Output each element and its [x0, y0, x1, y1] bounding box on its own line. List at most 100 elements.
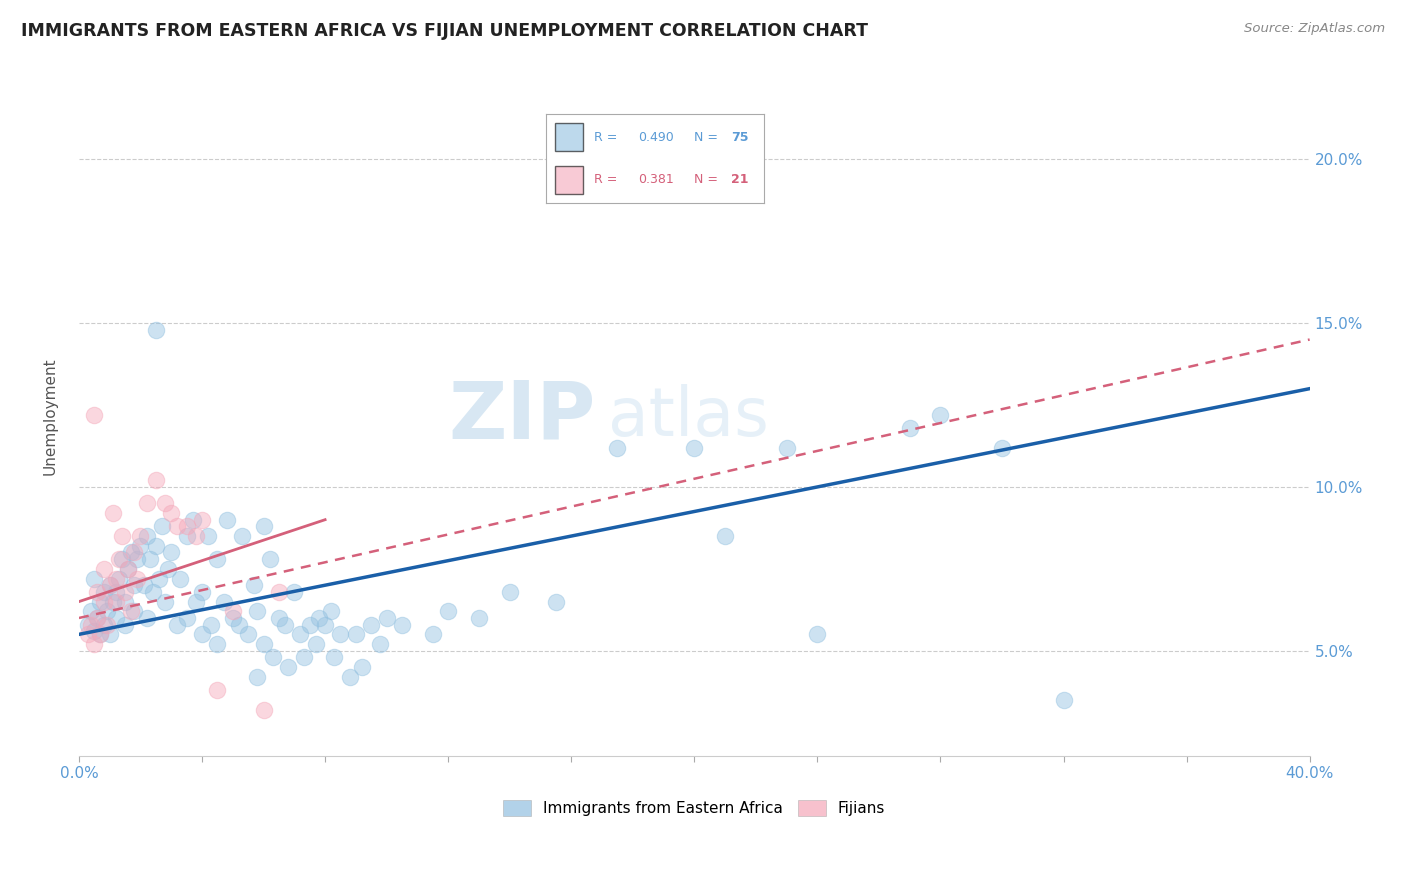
Point — [176, 519, 198, 533]
Point — [222, 611, 245, 625]
Point — [160, 545, 183, 559]
Text: 75: 75 — [731, 130, 749, 144]
Point — [252, 519, 274, 533]
Point — [238, 627, 260, 641]
Point — [111, 529, 134, 543]
Point — [252, 637, 274, 651]
Point — [197, 529, 219, 543]
Point — [267, 584, 290, 599]
Point — [114, 594, 136, 608]
Point — [191, 513, 214, 527]
Point — [212, 594, 235, 608]
Point — [114, 617, 136, 632]
Point — [93, 562, 115, 576]
Point — [370, 637, 392, 651]
Point — [138, 552, 160, 566]
Point — [86, 584, 108, 599]
Point — [114, 584, 136, 599]
Point — [83, 637, 105, 651]
Point — [184, 594, 207, 608]
Point — [98, 627, 121, 641]
Point — [544, 594, 567, 608]
Text: R =: R = — [595, 173, 617, 186]
Legend: Immigrants from Eastern Africa, Fijians: Immigrants from Eastern Africa, Fijians — [498, 794, 891, 822]
Point — [222, 604, 245, 618]
Point — [683, 441, 706, 455]
Point — [96, 617, 118, 632]
Point — [262, 650, 284, 665]
Point — [145, 539, 167, 553]
FancyBboxPatch shape — [555, 166, 583, 194]
Point — [83, 572, 105, 586]
Point — [150, 519, 173, 533]
Point — [360, 617, 382, 632]
Point — [422, 627, 444, 641]
Point — [215, 513, 238, 527]
Point — [145, 323, 167, 337]
Point — [468, 611, 491, 625]
Point — [267, 611, 290, 625]
Point — [166, 617, 188, 632]
Y-axis label: Unemployment: Unemployment — [44, 358, 58, 475]
Point — [86, 611, 108, 625]
Point — [166, 519, 188, 533]
Point — [77, 617, 100, 632]
Point — [499, 584, 522, 599]
Point — [350, 660, 373, 674]
Point — [191, 584, 214, 599]
Point — [714, 529, 737, 543]
Point — [104, 594, 127, 608]
Point — [96, 604, 118, 618]
Point — [157, 562, 180, 576]
Point — [305, 637, 328, 651]
Point — [184, 529, 207, 543]
Text: N =: N = — [695, 130, 718, 144]
Point — [169, 572, 191, 586]
Point — [108, 552, 131, 566]
Point — [111, 552, 134, 566]
Point — [89, 594, 111, 608]
Point — [153, 496, 176, 510]
Point — [191, 627, 214, 641]
Point — [80, 604, 103, 618]
Point — [391, 617, 413, 632]
Point — [290, 627, 312, 641]
Point — [108, 572, 131, 586]
Point — [135, 611, 157, 625]
Point — [298, 617, 321, 632]
Point — [606, 441, 628, 455]
Point — [101, 594, 124, 608]
Point — [775, 441, 797, 455]
Point — [83, 408, 105, 422]
Point — [344, 627, 367, 641]
Point — [321, 604, 343, 618]
Point — [929, 408, 952, 422]
Point — [93, 584, 115, 599]
Text: atlas: atlas — [609, 384, 769, 450]
Text: Source: ZipAtlas.com: Source: ZipAtlas.com — [1244, 22, 1385, 36]
Point — [806, 627, 828, 641]
Text: 0.490: 0.490 — [638, 130, 673, 144]
Point — [142, 584, 165, 599]
Point — [135, 496, 157, 510]
Point — [314, 617, 336, 632]
Point — [98, 578, 121, 592]
Point — [207, 683, 229, 698]
Point — [176, 611, 198, 625]
Point — [228, 617, 250, 632]
Point — [98, 578, 121, 592]
Point — [135, 529, 157, 543]
Point — [329, 627, 352, 641]
Point — [274, 617, 297, 632]
Point — [283, 584, 305, 599]
Point — [277, 660, 299, 674]
Point — [200, 617, 222, 632]
Point — [339, 670, 361, 684]
Point — [292, 650, 315, 665]
Point — [148, 572, 170, 586]
Point — [991, 441, 1014, 455]
Point — [104, 584, 127, 599]
Point — [259, 552, 281, 566]
Point — [120, 545, 142, 559]
Point — [104, 611, 127, 625]
